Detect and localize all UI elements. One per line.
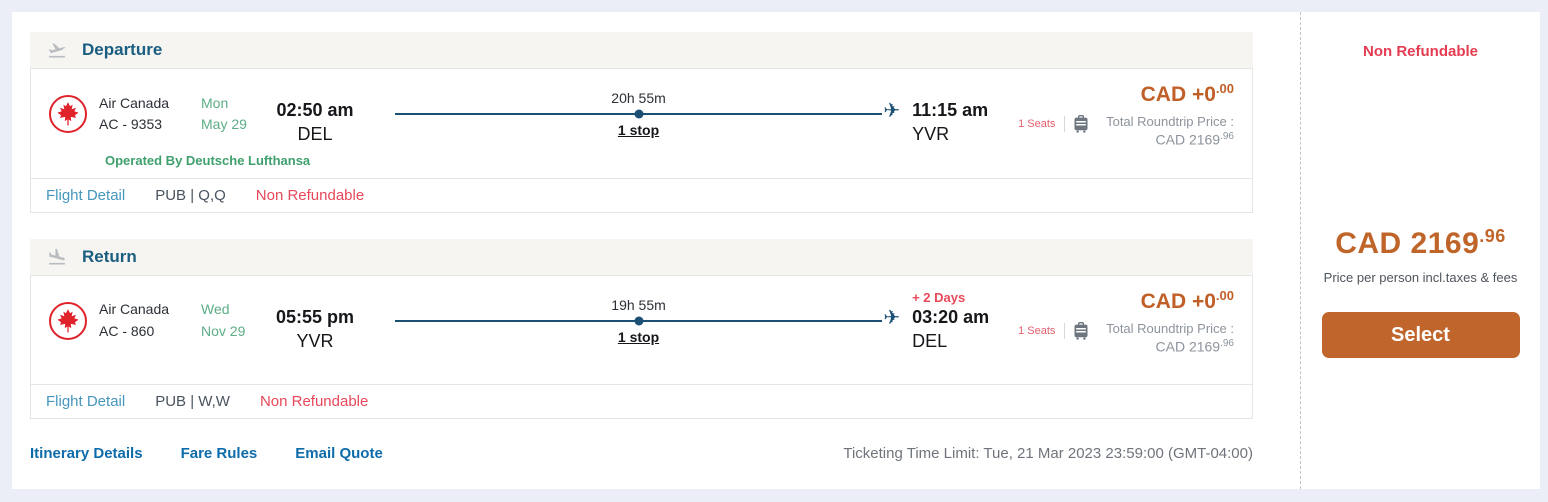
price-delta: CAD +0.00 <box>1140 81 1234 106</box>
fare-basis: PUB | W,W <box>155 393 230 411</box>
panel-refundability: Non Refundable <box>1363 43 1478 60</box>
airline-info: Air Canada AC - 9353 <box>99 93 201 136</box>
flight-landing-icon <box>49 248 65 265</box>
divider <box>1064 322 1066 339</box>
flight-number: AC - 9353 <box>99 116 163 133</box>
flight-number: AC - 860 <box>99 322 155 339</box>
flight-takeoff-icon <box>48 43 66 58</box>
return-title: Return <box>82 246 137 266</box>
departure-day: Mon <box>201 94 229 111</box>
footer-links: Itinerary Details Fare Rules Email Quote <box>30 445 383 462</box>
card-footer: Itinerary Details Fare Rules Email Quote… <box>30 445 1253 462</box>
departure-stops-link[interactable]: 1 stop <box>617 122 660 139</box>
divider <box>1064 116 1066 133</box>
total-price: CAD 2169.96 <box>1335 226 1506 260</box>
return-detail-row: Flight Detail PUB | W,W Non Refundable <box>31 384 1252 418</box>
airline-info: Air Canada AC - 860 <box>99 299 201 342</box>
ticketing-time-limit: Ticketing Time Limit: Tue, 21 Mar 2023 2… <box>843 445 1253 463</box>
return-date: Wed Nov 29 <box>201 299 265 342</box>
departure-flight-row: Air Canada AC - 9353 Mon May 29 02:50 am… <box>31 69 1252 178</box>
stop-dot <box>634 316 644 326</box>
baggage-icon[interactable] <box>1074 321 1088 340</box>
departure-flight-path: 20h 55m ✈ 1 stop <box>395 90 900 139</box>
flight-path-line: ✈ <box>395 101 900 121</box>
flight-detail-link[interactable]: Flight Detail <box>46 393 126 411</box>
flight-path-line: ✈ <box>395 308 900 328</box>
total-price-value: CAD 2169.96 <box>1155 337 1235 355</box>
destination-time: 03:20 am <box>912 306 990 327</box>
departure-section: Departure Air Canada AC - 9353 Mon <box>30 32 1253 213</box>
origin-day-offset <box>265 290 365 307</box>
baggage-icon[interactable] <box>1074 115 1088 134</box>
origin-time: 02:50 am <box>276 100 354 121</box>
return-origin: 05:55 pm YVR <box>265 290 365 352</box>
destination-day-offset: + 2 Days <box>912 289 966 305</box>
refundability-label: Non Refundable <box>259 393 369 411</box>
departure-flight-box: Air Canada AC - 9353 Mon May 29 02:50 am… <box>30 68 1253 213</box>
destination-day-offset <box>912 83 1006 100</box>
stop-dot <box>634 109 644 119</box>
return-day: Wed <box>201 301 230 318</box>
total-price-label: Total Roundtrip Price : <box>1106 114 1234 129</box>
maple-leaf-icon <box>57 102 79 126</box>
departure-price-block: CAD +0.00 Total Roundtrip Price : CAD 21… <box>1106 81 1240 148</box>
departure-header: Departure <box>30 32 1253 68</box>
price-delta: CAD +0.00 <box>1140 287 1234 313</box>
airline-name: Air Canada <box>99 301 170 318</box>
return-flight-box: Air Canada AC - 860 Wed Nov 29 05:55 pm … <box>30 274 1253 420</box>
return-header: Return <box>30 238 1253 275</box>
origin-airport-code: YVR <box>296 330 334 351</box>
return-price-block: CAD +0.00 Total Roundtrip Price : CAD 21… <box>1106 288 1240 355</box>
origin-day-offset <box>265 83 365 100</box>
plane-icon: ✈ <box>883 306 901 329</box>
maple-leaf-icon <box>57 309 79 333</box>
itinerary-details-link[interactable]: Itinerary Details <box>30 445 143 463</box>
total-price-value: CAD 2169.96 <box>1155 131 1235 148</box>
destination-airport-code: DEL <box>912 330 948 351</box>
price-panel: Non Refundable CAD 2169.96 Price per per… <box>1300 12 1540 489</box>
airline-name: Air Canada <box>99 94 170 111</box>
email-quote-link[interactable]: Email Quote <box>295 445 383 463</box>
departure-destination: 11:15 am YVR <box>912 83 1006 145</box>
seats-left-label: 1 Seats <box>1018 118 1056 131</box>
departure-seats-group: 1 Seats <box>1018 115 1106 134</box>
air-canada-logo <box>49 301 87 340</box>
return-duration: 19h 55m <box>611 296 666 313</box>
destination-airport-code: YVR <box>912 124 950 145</box>
origin-time: 05:55 pm <box>275 306 355 327</box>
return-seats-group: 1 Seats <box>1018 321 1106 340</box>
panel-price-block: CAD 2169.96 Price per person incl.taxes … <box>1324 226 1518 285</box>
return-stops-link[interactable]: 1 stop <box>617 328 660 345</box>
departure-detail-row: Flight Detail PUB | Q,Q Non Refundable <box>31 177 1252 212</box>
departure-title: Departure <box>82 40 163 59</box>
seats-left-label: 1 Seats <box>1018 324 1056 337</box>
origin-airport-code: DEL <box>297 124 333 145</box>
flights-column: Departure Air Canada AC - 9353 Mon <box>12 12 1300 489</box>
fare-basis: PUB | Q,Q <box>155 186 226 204</box>
return-flight-path: 19h 55m ✈ 1 stop <box>395 296 900 345</box>
departure-date-value: May 29 <box>201 116 247 133</box>
select-button[interactable]: Select <box>1321 312 1520 358</box>
return-destination: + 2 Days 03:20 am DEL <box>912 290 1006 352</box>
refundability-label: Non Refundable <box>255 186 365 204</box>
fare-rules-link[interactable]: Fare Rules <box>180 445 258 463</box>
price-note: Price per person incl.taxes & fees <box>1323 270 1518 285</box>
itinerary-card: Departure Air Canada AC - 9353 Mon <box>12 12 1540 489</box>
air-canada-logo <box>49 95 87 134</box>
departure-duration: 20h 55m <box>611 90 666 107</box>
departure-date: Mon May 29 <box>201 93 265 136</box>
return-flight-row: Air Canada AC - 860 Wed Nov 29 05:55 pm … <box>31 276 1252 385</box>
operated-by-label: Operated By Deutsche Lufthansa <box>105 152 311 168</box>
flight-detail-link[interactable]: Flight Detail <box>46 186 126 204</box>
return-date-value: Nov 29 <box>201 322 246 339</box>
plane-icon: ✈ <box>883 100 901 123</box>
total-price-label: Total Roundtrip Price : <box>1106 320 1234 336</box>
departure-origin: 02:50 am DEL <box>265 83 365 145</box>
destination-time: 11:15 am <box>912 100 989 121</box>
return-section: Return Air Canada AC - 860 Wed No <box>30 238 1253 420</box>
